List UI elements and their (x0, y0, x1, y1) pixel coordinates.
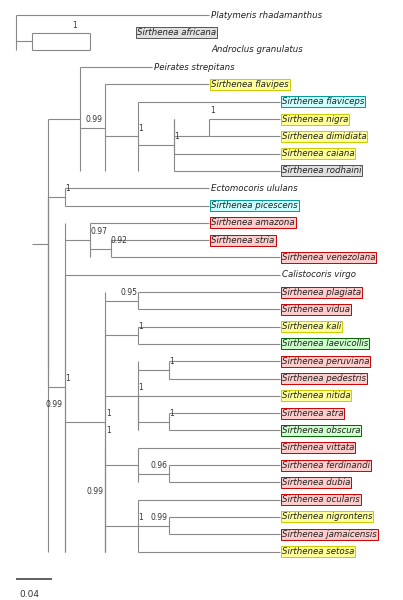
Text: Calistocoris virgo: Calistocoris virgo (282, 270, 356, 279)
Text: Sirthenea pedestris: Sirthenea pedestris (282, 374, 366, 383)
Text: 0.96: 0.96 (151, 461, 168, 470)
Text: Sirthenea kali: Sirthenea kali (282, 322, 341, 331)
Text: 1: 1 (210, 106, 214, 115)
Text: Sirthenea flaviceps: Sirthenea flaviceps (282, 97, 364, 106)
Text: Sirthenea stria: Sirthenea stria (211, 236, 274, 245)
Text: Sirthenea flavipes: Sirthenea flavipes (211, 80, 289, 89)
Text: 1: 1 (106, 409, 110, 418)
Text: 1: 1 (139, 124, 143, 133)
Text: 1: 1 (139, 383, 143, 392)
Text: 1: 1 (174, 132, 179, 141)
Text: Sirthenea laevicollis: Sirthenea laevicollis (282, 340, 368, 349)
Text: Androclus granulatus: Androclus granulatus (211, 46, 303, 55)
Text: Sirthenea caiana: Sirthenea caiana (282, 149, 354, 158)
Text: Sirthenea dimidiata: Sirthenea dimidiata (282, 132, 366, 141)
Text: 0.95: 0.95 (120, 288, 137, 297)
Text: Sirthenea setosa: Sirthenea setosa (282, 547, 354, 556)
Text: 0.99: 0.99 (46, 400, 63, 409)
Text: Sirthenea nigra: Sirthenea nigra (282, 115, 348, 124)
Text: Sirthenea ocularis: Sirthenea ocularis (282, 495, 359, 504)
Text: Sirthenea africana: Sirthenea africana (137, 28, 216, 37)
Text: 1: 1 (169, 357, 174, 366)
Text: Sirthenea vittata: Sirthenea vittata (282, 443, 354, 452)
Text: 0.99: 0.99 (87, 487, 104, 496)
Text: 0.99: 0.99 (85, 115, 102, 124)
Text: Sirthenea venezolana: Sirthenea venezolana (282, 253, 375, 262)
Text: 0.04: 0.04 (19, 590, 39, 599)
Text: Platymeris rhadamanthus: Platymeris rhadamanthus (211, 11, 322, 20)
Text: Sirthenea rodhaini: Sirthenea rodhaini (282, 166, 361, 175)
Text: Sirthenea plagiata: Sirthenea plagiata (282, 287, 361, 296)
Text: 1: 1 (72, 22, 77, 31)
Text: Sirthenea dubia: Sirthenea dubia (282, 478, 350, 487)
Text: 0.99: 0.99 (151, 513, 168, 522)
Text: Sirthenea vidua: Sirthenea vidua (282, 305, 350, 314)
Text: 1: 1 (169, 409, 174, 418)
Text: Sirthenea nitida: Sirthenea nitida (282, 391, 351, 400)
Text: Peirates strepitans: Peirates strepitans (154, 62, 234, 71)
Text: 1: 1 (65, 184, 70, 193)
Text: 1: 1 (139, 322, 143, 331)
Text: Sirthenea jamaicensis: Sirthenea jamaicensis (282, 530, 376, 539)
Text: 0.97: 0.97 (90, 227, 107, 236)
Text: Sirthenea nigrontens: Sirthenea nigrontens (282, 512, 372, 521)
Text: 0.92: 0.92 (111, 236, 128, 245)
Text: 1: 1 (139, 513, 143, 522)
Text: Sirthenea picescens: Sirthenea picescens (211, 201, 298, 210)
Text: Sirthenea atra: Sirthenea atra (282, 409, 343, 418)
Text: Sirthenea peruviana: Sirthenea peruviana (282, 357, 369, 366)
Text: Sirthenea amazona: Sirthenea amazona (211, 218, 295, 227)
Text: Sirthenea ferdinandi: Sirthenea ferdinandi (282, 461, 370, 470)
Text: 1: 1 (106, 426, 110, 435)
Text: Ectomocoris ululans: Ectomocoris ululans (211, 184, 298, 193)
Text: 1: 1 (65, 374, 70, 383)
Text: Sirthenea obscura: Sirthenea obscura (282, 426, 360, 435)
